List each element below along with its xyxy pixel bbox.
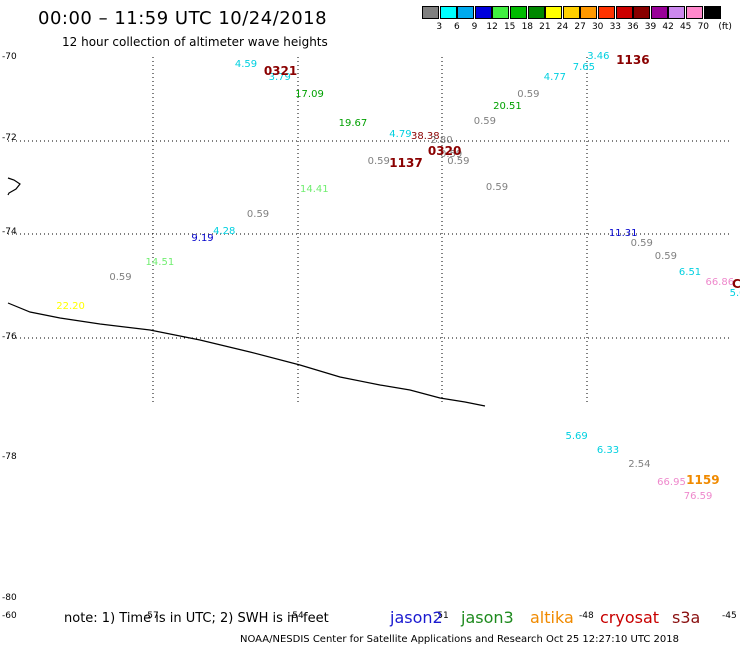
coastline xyxy=(7,302,486,407)
footnote: note: 1) Time is in UTC; 2) SWH is in fe… xyxy=(64,611,329,626)
colorbar-label: 18 xyxy=(521,22,534,32)
chart-title: 00:00 – 11:59 UTC 10/24/2018 xyxy=(38,8,328,29)
chart-subtitle: 12 hour collection of altimeter wave hei… xyxy=(62,35,328,49)
y-tick-label: -80 xyxy=(2,593,17,603)
wave-height-label: 14.51 xyxy=(145,256,175,268)
colorbar-swatch xyxy=(545,6,563,19)
pass-time-label: 1159 xyxy=(686,473,720,488)
wave-height-label: 0.59 xyxy=(654,251,678,263)
colorbar-label: 15 xyxy=(503,22,516,32)
wave-height-label: 3.46 xyxy=(587,51,610,62)
wave-height-label: 5.69 xyxy=(565,430,588,442)
colorbar-label: 6 xyxy=(454,22,460,32)
wave-height-label: 5.0 xyxy=(729,287,740,299)
y-tick-label: -78 xyxy=(2,452,17,462)
colorbar-swatch xyxy=(668,6,686,19)
wave-height-label: 0.59 xyxy=(485,181,509,193)
wave-height-label: 4.28 xyxy=(213,225,236,237)
colorbar-label: 24 xyxy=(556,22,569,32)
wave-height-label: 7.65 xyxy=(572,61,595,73)
y-tick-label: -72 xyxy=(2,133,17,143)
colorbar-label: 3 xyxy=(436,22,443,32)
colorbar-swatch xyxy=(686,6,703,19)
wave-height-label: 9.19 xyxy=(191,233,214,245)
pass-time-label: 1136 xyxy=(616,53,650,68)
pass-time-label: 0321 xyxy=(263,63,298,78)
colorbar-unit: (ft) xyxy=(718,22,732,32)
colorbar-swatch xyxy=(474,6,492,19)
colorbar-label: 27 xyxy=(574,22,586,32)
credit-line: NOAA/NESDIS Center for Satellite Applica… xyxy=(240,634,679,645)
wave-height-label: 0.59 xyxy=(630,238,653,250)
wave-height-label: 6.51 xyxy=(678,267,702,278)
legend-jason2: jason2 xyxy=(390,608,443,627)
colorbar-swatch xyxy=(633,6,651,19)
colorbar-swatch xyxy=(439,6,457,19)
colorbar-label: 45 xyxy=(679,22,692,32)
legend-cryosat: cryosat xyxy=(600,608,660,627)
wave-height-label: 2.80 xyxy=(430,135,453,146)
wave-height-label: 4.79 xyxy=(389,128,412,140)
colorbar-label: 42 xyxy=(662,22,674,32)
colorbar-swatch xyxy=(580,6,598,19)
colorbar-swatch xyxy=(615,6,633,19)
wave-height-label: 20.51 xyxy=(493,101,522,113)
island-coastline xyxy=(7,177,21,196)
pass-time-label: 0320 xyxy=(427,144,462,159)
x-tick-label: -48 xyxy=(579,611,594,621)
colorbar-swatch xyxy=(562,6,580,19)
colorbar-swatch xyxy=(527,6,545,19)
colorbar-label: 30 xyxy=(591,22,604,32)
wave-height-label: 66.95 xyxy=(657,476,686,488)
wave-height-label: 14.41 xyxy=(300,183,329,195)
colorbar-label: 70 xyxy=(697,22,710,32)
wave-height-label: 0.59 xyxy=(439,148,463,160)
wave-height-label: 0.59 xyxy=(109,272,132,284)
wave-height-label: 2.54 xyxy=(628,458,651,470)
x-tick-label: -54 xyxy=(289,611,304,621)
wave-height-label: 0.59 xyxy=(447,155,470,167)
colorbar-swatch xyxy=(510,6,527,19)
wave-height-label: 0.59 xyxy=(473,116,497,128)
colorbar-label: 33 xyxy=(609,22,622,32)
x-tick-label: -60 xyxy=(2,611,17,621)
wave-height-label: 4.59 xyxy=(234,59,258,71)
wave-height-label: 4.77 xyxy=(543,72,567,83)
wave-height-label: 17.09 xyxy=(295,88,324,100)
legend-s3a: s3a xyxy=(672,608,701,627)
x-tick-label: -57 xyxy=(144,611,159,621)
colorbar-label: 36 xyxy=(627,22,639,32)
colorbar-swatch xyxy=(598,6,615,19)
colorbar-label: 9 xyxy=(471,22,478,32)
y-tick-label: -70 xyxy=(2,52,17,62)
legend-jason3: jason3 xyxy=(461,608,514,627)
pass-time-label: 1137 xyxy=(389,155,423,170)
colorbar-label: 39 xyxy=(644,22,657,32)
wave-height-label: 22.20 xyxy=(56,300,85,312)
wave-height-label: 6.33 xyxy=(596,445,620,457)
colorbar-swatch xyxy=(492,6,510,19)
wave-height-label: 38.38 xyxy=(411,130,440,142)
colorbar-swatch xyxy=(650,6,668,19)
colorbar-label: 21 xyxy=(539,22,551,32)
wave-height-label: 19.67 xyxy=(338,118,368,130)
y-tick-label: -74 xyxy=(2,227,17,237)
wave-height-label: 76.59 xyxy=(683,490,713,502)
wave-height-label: 0.59 xyxy=(517,88,540,100)
colorbar-swatch xyxy=(422,6,439,19)
pass-time-label: C xyxy=(732,277,740,292)
x-tick-label: -45 xyxy=(722,611,737,621)
colorbar-label: 12 xyxy=(486,22,498,32)
wave-height-label: 0.59 xyxy=(246,209,270,221)
colorbar-swatch xyxy=(703,6,721,19)
legend-altika: altika xyxy=(530,608,574,627)
x-tick-label: -51 xyxy=(434,611,449,621)
wave-height-label: 66.86 xyxy=(705,277,735,289)
wave-height-label: 11.31 xyxy=(608,228,638,239)
wave-height-label: 0.59 xyxy=(367,155,390,167)
wave-height-label: 3.79 xyxy=(268,72,291,83)
colorbar-swatch xyxy=(457,6,475,19)
y-tick-label: -76 xyxy=(2,332,17,342)
